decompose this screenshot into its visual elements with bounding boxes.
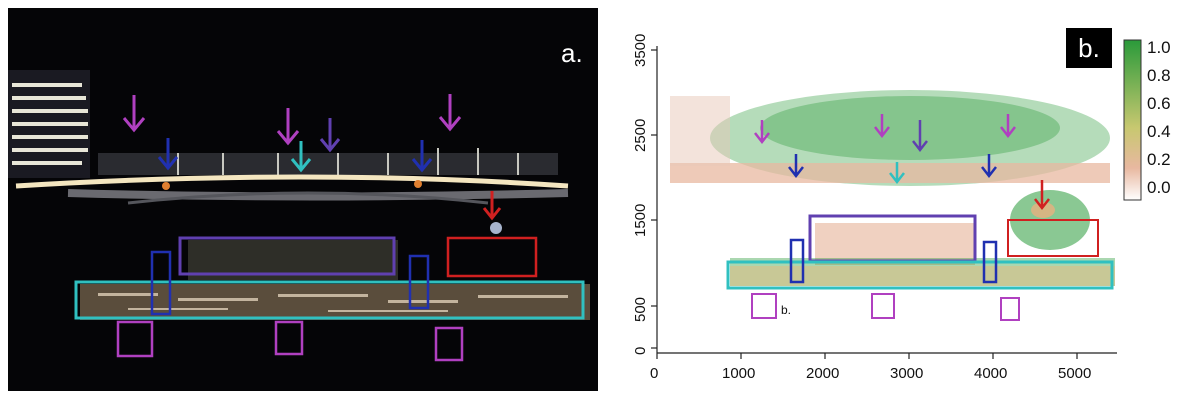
x-tick-label: 2000: [806, 365, 840, 382]
cyan-box: [726, 260, 1114, 290]
light-glow: [490, 222, 502, 234]
colorbar-tick: 0.2: [1147, 150, 1171, 169]
magenta-box: [871, 293, 895, 319]
building-windows: [12, 83, 88, 165]
red-box: [1007, 219, 1099, 257]
inset-label: b.: [781, 303, 792, 317]
magenta-box: [116, 320, 154, 358]
ticks: [651, 49, 1078, 359]
colorbar-tick: 0.8: [1147, 66, 1171, 85]
blue-box: [408, 254, 430, 310]
lamp: [414, 180, 422, 188]
magenta-box: [434, 326, 464, 362]
purple-box: [178, 236, 396, 276]
salmon-region: [670, 96, 730, 166]
heatmap-panel: [610, 8, 1185, 393]
red-box: [446, 236, 538, 278]
olive-band: [730, 266, 1115, 286]
bridge-posts: [177, 148, 519, 175]
hotspot: [1031, 202, 1055, 218]
x-tick-label: 3000: [890, 365, 924, 382]
arrows: [122, 94, 502, 221]
arrows: [754, 114, 1050, 211]
x-tick-label: 5000: [1058, 365, 1092, 382]
x-tick-label: 0: [650, 365, 659, 382]
blue-box: [150, 250, 172, 316]
x-tick-label: 1000: [722, 365, 756, 382]
night-photo-panel: a.: [8, 8, 598, 391]
salmon-region: [815, 223, 975, 265]
night-photo-drawing: [8, 70, 590, 362]
heatmap-drawing: [651, 39, 1142, 359]
green-region: [760, 96, 1060, 160]
reflection-sparkles: [98, 293, 568, 312]
colorbar-tick: 0.0: [1147, 178, 1171, 197]
magenta-box: [1000, 297, 1020, 321]
colorbar-tick: 0.6: [1147, 94, 1171, 113]
magenta-box: [751, 293, 777, 319]
y-tick-label: 0: [632, 346, 649, 355]
colorbar: [1123, 39, 1142, 201]
x-tick-label: 4000: [974, 365, 1008, 382]
blue-box: [982, 240, 998, 284]
magenta-box: [274, 320, 304, 356]
y-tick-label: 500: [632, 296, 649, 322]
y-tick-label: 1500: [632, 203, 649, 237]
colorbar-tick: 1.0: [1147, 38, 1171, 57]
bridge-railing: [98, 153, 558, 175]
blue-box: [789, 238, 805, 284]
y-tick-label: 3500: [632, 33, 649, 67]
green-region: [710, 90, 1110, 186]
cyan-box: [74, 280, 585, 320]
colorbar-tick: 0.4: [1147, 122, 1171, 141]
panel-b-label: b.: [1066, 28, 1112, 68]
panel-a-label: a.: [561, 38, 583, 68]
lamp: [162, 182, 170, 190]
y-tick-label: 2500: [632, 118, 649, 152]
bridge-arch: [127, 191, 489, 205]
bridge-deck: [67, 189, 569, 201]
bridge-deck-lights: [15, 174, 569, 189]
